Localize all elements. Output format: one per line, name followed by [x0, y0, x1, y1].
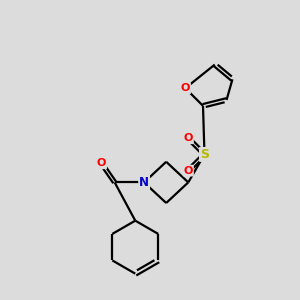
Text: S: S: [200, 148, 209, 161]
Text: O: O: [97, 158, 106, 168]
Text: O: O: [184, 166, 193, 176]
Text: O: O: [181, 83, 190, 93]
Text: N: N: [139, 176, 149, 189]
Text: O: O: [184, 133, 193, 143]
